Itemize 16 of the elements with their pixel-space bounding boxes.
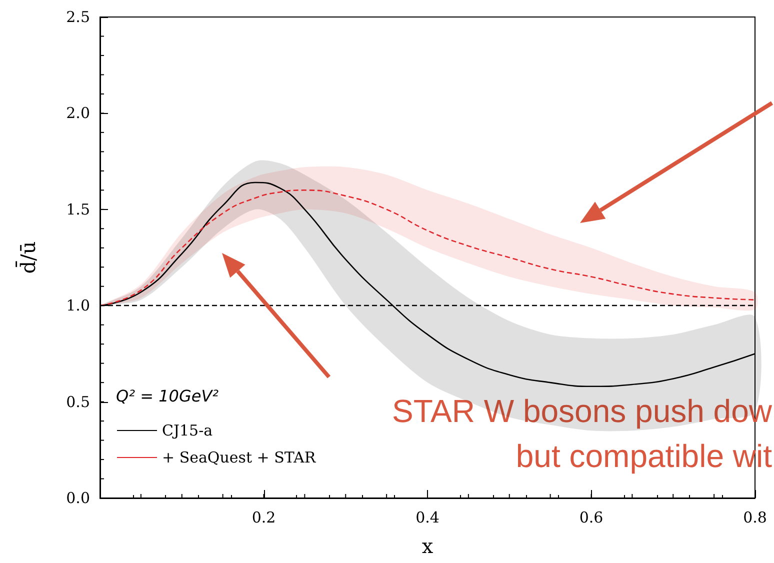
x-tick-label: 0.8 xyxy=(743,508,767,526)
y-tick-label: 0.5 xyxy=(66,392,90,411)
y-tick-label: 0.0 xyxy=(66,489,90,507)
y-tick-label: 2.0 xyxy=(66,104,90,122)
y-tick-label: 1.5 xyxy=(66,200,90,218)
line-series xyxy=(99,190,756,306)
legend-title: Q² = 10GeV² xyxy=(116,386,220,406)
x-tick-label: 0.6 xyxy=(579,508,604,526)
y-tick-label: 2.5 xyxy=(66,8,90,26)
legend-label: + SeaQuest + STAR xyxy=(162,448,316,466)
x-tick-label: 0.2 xyxy=(252,508,276,526)
y-tick-label: 1.0 xyxy=(66,296,90,315)
y-axis-title: d̄/ū xyxy=(16,241,40,274)
x-axis-title: x xyxy=(422,534,434,558)
legend-label: CJ15-a xyxy=(162,422,213,440)
x-tick-label: 0.4 xyxy=(416,508,440,526)
